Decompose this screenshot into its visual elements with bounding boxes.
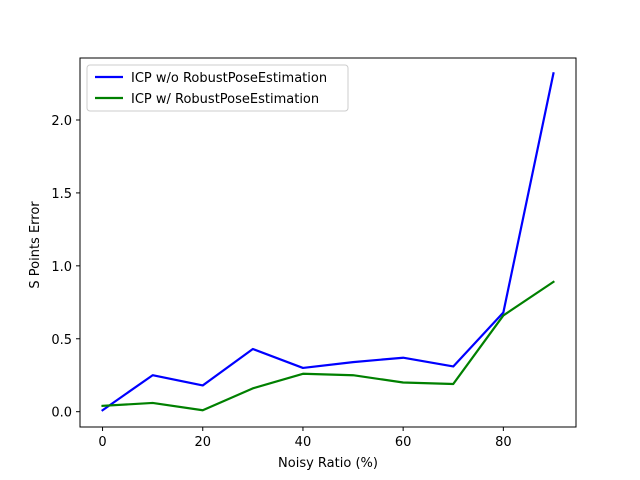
y-tick-label: 1.5 (51, 187, 72, 202)
plot-frame (79, 57, 577, 428)
legend-label-0: ICP w/o RobustPoseEstimation (131, 71, 327, 86)
y-axis: 0.0 0.5 1.0 1.5 2.0 (51, 114, 80, 421)
x-axis: 0 20 40 60 80 (98, 427, 512, 450)
y-tick-label: 0.5 (51, 333, 72, 348)
x-tick-label: 80 (495, 435, 512, 450)
x-tick-label: 40 (295, 435, 312, 450)
series-layer (101, 72, 555, 412)
series-line-1 (101, 280, 555, 412)
x-tick-label: 60 (395, 435, 412, 450)
legend-label-1: ICP w/ RobustPoseEstimation (131, 92, 319, 107)
legend-box (86, 64, 349, 112)
x-axis-label: Noisy Ratio (%) (278, 456, 378, 471)
y-tick-label: 0.0 (51, 406, 72, 421)
series-line-0 (101, 72, 555, 412)
legend: ICP w/o RobustPoseEstimation ICP w/ Robus… (86, 64, 349, 112)
x-tick-label: 0 (98, 435, 106, 450)
y-tick-label: 2.0 (51, 114, 72, 129)
y-axis-label: S Points Error (28, 201, 43, 289)
x-tick-label: 20 (194, 435, 211, 450)
y-tick-label: 1.0 (51, 260, 72, 275)
